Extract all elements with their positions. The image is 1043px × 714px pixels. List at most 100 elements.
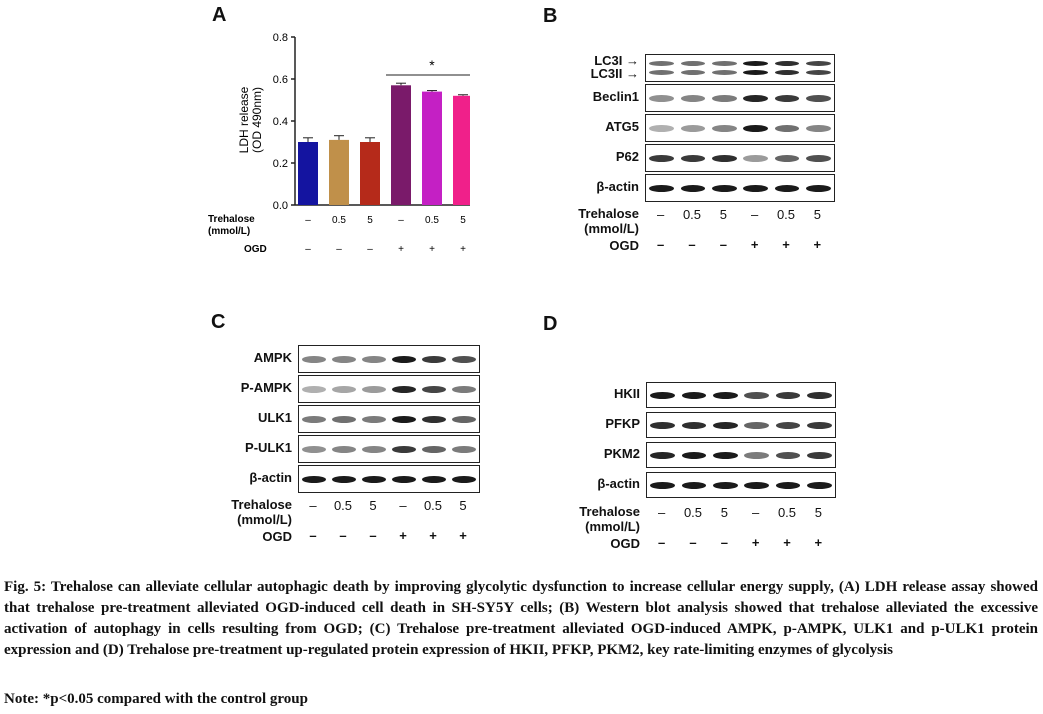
blot-band bbox=[392, 385, 416, 393]
blot-band bbox=[649, 184, 674, 192]
blot-band bbox=[680, 154, 706, 162]
blot-band bbox=[775, 481, 801, 489]
bar bbox=[360, 142, 380, 205]
ogd-status: + bbox=[460, 244, 466, 255]
bar bbox=[453, 95, 470, 205]
blot-band bbox=[422, 415, 446, 423]
ogd-status: – bbox=[305, 244, 311, 255]
ogd-status: – bbox=[720, 535, 728, 550]
blot-band bbox=[743, 184, 768, 192]
blot-band bbox=[713, 421, 738, 429]
protein-label: P-AMPK bbox=[240, 380, 292, 395]
blot-band bbox=[712, 94, 737, 102]
blot-strip bbox=[645, 174, 835, 202]
trehalose-unit-label: (mmol/L) bbox=[208, 226, 250, 237]
trehalose-dose: – bbox=[751, 207, 759, 222]
blot-band bbox=[680, 184, 706, 192]
blot-strip bbox=[298, 345, 480, 373]
blot-band bbox=[713, 451, 738, 459]
blot-band bbox=[362, 355, 386, 363]
ogd-status: + bbox=[751, 535, 760, 550]
protein-label: β-actin bbox=[249, 470, 292, 485]
blot-band bbox=[744, 451, 769, 459]
blot-band bbox=[807, 451, 832, 459]
blot-band bbox=[422, 385, 446, 393]
blot-band bbox=[774, 184, 800, 192]
trehalose-dose: 5 bbox=[720, 505, 728, 520]
blot-band bbox=[302, 475, 326, 483]
blot-band bbox=[807, 391, 832, 399]
figure-note: Note: *p<0.05 compared with the control … bbox=[4, 691, 308, 707]
blot-band bbox=[302, 445, 326, 453]
blot-band bbox=[680, 124, 706, 132]
protein-label: AMPK bbox=[253, 350, 292, 365]
blot-strip bbox=[298, 375, 480, 403]
protein-label: HKII bbox=[614, 386, 640, 401]
trehalose-dose: 0.5 bbox=[683, 505, 703, 520]
blot-band bbox=[650, 391, 675, 399]
blot-band bbox=[392, 415, 416, 423]
trehalose-dose: – bbox=[752, 505, 760, 520]
blot-band bbox=[302, 415, 326, 423]
ogd-label: OGD bbox=[610, 536, 640, 551]
protein-label: ULK1 bbox=[258, 410, 292, 425]
blot-band bbox=[713, 391, 738, 399]
blot-band bbox=[712, 124, 737, 132]
blot-band bbox=[452, 355, 476, 363]
blot-band bbox=[681, 481, 707, 489]
blot-strip bbox=[646, 472, 836, 498]
panel-b-western-blot: LC3I → LC3II → Beclin1 ATG5 P62 β-actin Treha… bbox=[560, 40, 860, 270]
blot-band bbox=[712, 184, 737, 192]
trehalose-dose: – bbox=[399, 498, 407, 513]
bar bbox=[298, 142, 318, 205]
blot-strip bbox=[298, 435, 480, 463]
panel-d-western-blot: HKII PFKP PKM2 β-actin Trehalose (mmol/L) OGD… bbox=[560, 375, 860, 565]
blot-band bbox=[649, 154, 674, 162]
blot-band bbox=[744, 421, 769, 429]
bar bbox=[329, 139, 349, 205]
protein-label: Beclin1 bbox=[592, 89, 639, 104]
ogd-status: – bbox=[367, 244, 373, 255]
blot-band bbox=[302, 355, 326, 363]
ogd-status: + bbox=[398, 244, 404, 255]
blot-band bbox=[681, 451, 707, 459]
ogd-status: – bbox=[657, 237, 665, 252]
ogd-status: – bbox=[689, 535, 697, 550]
blot-band bbox=[452, 445, 476, 453]
trehalose-label: Trehalose (mmol/L) bbox=[578, 206, 639, 236]
blot-band bbox=[452, 475, 476, 483]
trehalose-dose: 5 bbox=[459, 498, 467, 513]
blot-band bbox=[806, 124, 831, 132]
blot-band bbox=[362, 475, 386, 483]
blot-strip bbox=[646, 412, 836, 438]
ogd-status: + bbox=[459, 528, 467, 543]
trehalose-dose: 0.5 bbox=[776, 207, 796, 222]
protein-label: PKM2 bbox=[603, 446, 640, 461]
ogd-status: – bbox=[336, 244, 342, 255]
trehalose-dose: 5 bbox=[367, 215, 373, 226]
blot-band bbox=[712, 60, 737, 66]
blot-band bbox=[680, 70, 706, 76]
protein-label: LC3I → LC3II → bbox=[590, 53, 639, 81]
blot-band bbox=[743, 60, 768, 66]
blot-band bbox=[332, 385, 356, 393]
blot-band bbox=[362, 445, 386, 453]
panel-letter-a: A bbox=[212, 4, 227, 26]
trehalose-label: Trehalose (mmol/L) bbox=[579, 504, 640, 534]
blot-band bbox=[422, 355, 446, 363]
ldh-release-bar-chart: 0.0 0.2 0.4 0.6 0.8 LDH release (OD 490nm) * Tre… bbox=[208, 32, 470, 255]
blot-band bbox=[775, 451, 801, 459]
blot-band bbox=[774, 70, 800, 76]
blot-band bbox=[744, 481, 769, 489]
blot-band bbox=[422, 475, 446, 483]
blot-band bbox=[743, 154, 768, 162]
blot-band bbox=[744, 391, 769, 399]
blot-strip bbox=[646, 382, 836, 408]
y-axis-label: LDH release bbox=[237, 86, 251, 153]
protein-label: β-actin bbox=[596, 179, 639, 194]
blot-band bbox=[650, 481, 675, 489]
y-tick-label: 0.2 bbox=[273, 158, 288, 170]
trehalose-label: Trehalose (mmol/L) bbox=[231, 497, 292, 527]
blot-band bbox=[422, 445, 446, 453]
blot-band bbox=[392, 475, 416, 483]
